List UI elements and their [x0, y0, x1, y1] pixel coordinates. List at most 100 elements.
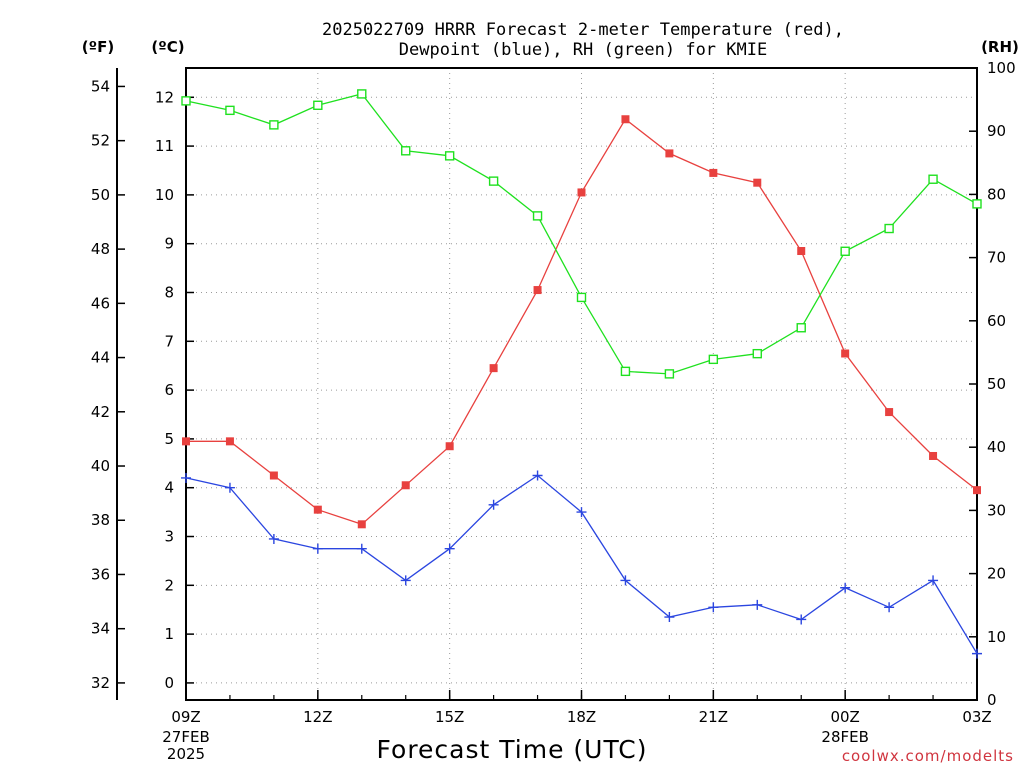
rh-tick-label: 40 — [987, 438, 1006, 456]
fahrenheit-tick-label: 54 — [91, 77, 110, 95]
x-tick-sublabel: 28FEB — [821, 728, 868, 746]
temperature-point — [182, 437, 190, 446]
fahrenheit-tick-label: 38 — [91, 511, 110, 529]
temperature-point — [753, 178, 762, 187]
rh-tick-label: 90 — [987, 122, 1006, 140]
fahrenheit-tick-label: 52 — [91, 132, 110, 150]
celsius-tick-label: 4 — [164, 479, 174, 497]
dewpoint-point — [884, 602, 895, 613]
rh-tick-label: 50 — [987, 375, 1006, 393]
celsius-unit-label: (ºC) — [151, 38, 184, 56]
dewpoint-point — [576, 507, 587, 518]
rh-point — [444, 151, 455, 161]
celsius-tick-label: 7 — [164, 332, 174, 350]
dewpoint-point — [752, 599, 763, 610]
rh-point — [752, 348, 762, 359]
chart-subtitle: Dewpoint (blue), RH (green) for KMIE — [399, 40, 767, 60]
celsius-tick-label: 0 — [164, 674, 174, 692]
celsius-tick-label: 5 — [164, 430, 174, 448]
rh-point — [708, 354, 719, 365]
credit-label: coolwx.com/modelts — [842, 747, 1014, 765]
temperature-point — [841, 349, 850, 358]
dewpoint-point — [312, 543, 323, 554]
rh-unit-label: (RH) — [981, 38, 1019, 56]
x-tick-label: 03Z — [962, 708, 991, 726]
rh-point — [357, 89, 367, 99]
rh-tick-label: 20 — [987, 565, 1006, 583]
rh-point — [884, 223, 894, 234]
fahrenheit-tick-label: 42 — [91, 403, 110, 421]
dewpoint-point — [796, 614, 807, 625]
temperature-point — [973, 486, 981, 495]
temperature-point — [269, 471, 278, 480]
x-tick-label: 15Z — [435, 708, 464, 726]
dewpoint-point — [181, 472, 191, 483]
dewpoint-point — [708, 602, 719, 613]
rh-point — [401, 146, 411, 156]
fahrenheit-tick-label: 40 — [91, 457, 110, 475]
x-tick-label: 09Z — [171, 708, 200, 726]
celsius-tick-label: 1 — [164, 625, 174, 643]
rh-point — [313, 100, 323, 110]
rh-tick-label: 0 — [987, 691, 997, 709]
temperature-point — [489, 364, 498, 373]
rh-point — [576, 292, 587, 303]
temperature-point — [665, 149, 674, 158]
dewpoint-point — [444, 543, 455, 554]
fahrenheit-tick-label: 32 — [91, 674, 110, 692]
temperature-point — [621, 115, 630, 124]
rh-tick-label: 30 — [987, 501, 1006, 519]
chart-title: 2025022709 HRRR Forecast 2-meter Tempera… — [322, 20, 844, 40]
temperature-point — [313, 505, 322, 514]
fahrenheit-tick-label: 46 — [91, 294, 110, 312]
x-tick-label: 00Z — [830, 708, 859, 726]
fahrenheit-tick-label: 48 — [91, 240, 110, 258]
rh-tick-label: 60 — [987, 312, 1006, 330]
dewpoint-point — [400, 575, 411, 586]
fahrenheit-unit-label: (ºF) — [82, 38, 114, 56]
rh-tick-label: 80 — [987, 185, 1006, 203]
fahrenheit-tick-label: 34 — [91, 620, 110, 638]
celsius-tick-label: 3 — [164, 528, 174, 546]
rh-point — [488, 176, 499, 186]
dewpoint-point — [532, 470, 543, 481]
dewpoint-point — [840, 582, 851, 593]
fahrenheit-tick-label: 50 — [91, 186, 110, 204]
rh-point — [181, 96, 191, 106]
celsius-tick-label: 6 — [164, 381, 174, 399]
x-tick-label: 18Z — [567, 708, 596, 726]
temperature-point — [445, 442, 454, 451]
celsius-tick-label: 2 — [164, 576, 174, 594]
temperature-point — [533, 286, 542, 295]
grid-lines — [186, 68, 977, 700]
dewpoint-line — [185, 474, 978, 654]
temperature-point — [401, 481, 410, 490]
temperature-point — [929, 451, 938, 460]
x-axis-label: Forecast Time (UTC) — [377, 735, 648, 764]
dewpoint-point — [664, 612, 675, 623]
rh-tick-label: 100 — [987, 59, 1016, 77]
temperature-point — [797, 247, 806, 256]
x-tick-sublabel: 2025 — [167, 745, 205, 763]
x-tick-label: 12Z — [303, 708, 332, 726]
dewpoint-point — [972, 648, 982, 659]
dewpoint-point — [268, 533, 279, 544]
dewpoint-point — [356, 543, 367, 554]
dewpoint-point — [928, 575, 939, 586]
rh-point — [225, 105, 235, 116]
fahrenheit-tick-label: 36 — [91, 565, 110, 583]
dewpoint-point — [488, 499, 499, 510]
rh-tick-label: 70 — [987, 249, 1006, 267]
dewpoint-point — [620, 575, 631, 586]
celsius-tick-label: 10 — [155, 186, 174, 204]
rh-point — [840, 246, 850, 256]
rh-point — [269, 120, 279, 130]
x-tick-label: 21Z — [699, 708, 728, 726]
data-series — [181, 89, 982, 659]
temperature-point — [885, 408, 894, 417]
temperature-point — [357, 520, 366, 529]
temperature-point — [225, 437, 234, 446]
x-tick-sublabel: 27FEB — [162, 728, 209, 746]
celsius-tick-label: 8 — [164, 283, 174, 301]
